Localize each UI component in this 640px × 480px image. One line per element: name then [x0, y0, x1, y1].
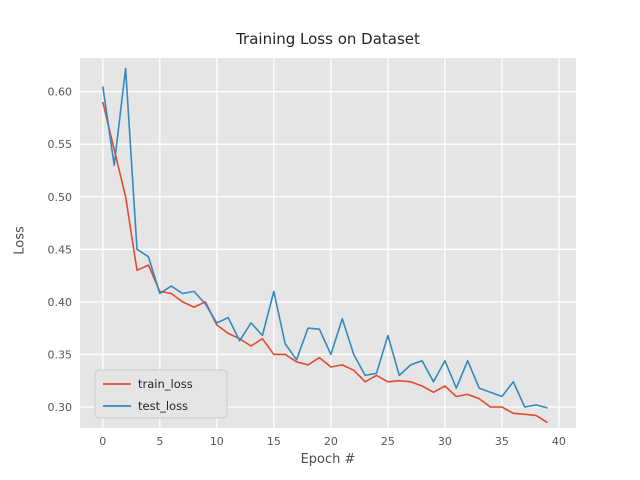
legend-test_loss-label: test_loss [138, 399, 188, 413]
x-tick-label: 5 [156, 435, 163, 448]
x-axis-label: Epoch # [300, 452, 356, 467]
plot-area [80, 58, 576, 428]
x-tick-label: 20 [324, 435, 338, 448]
y-tick-label: 0.60 [48, 86, 73, 99]
x-tick-label: 25 [381, 435, 395, 448]
x-tick-label: 0 [99, 435, 106, 448]
x-tick-label: 40 [552, 435, 566, 448]
x-tick-label: 10 [210, 435, 224, 448]
legend-train_loss-label: train_loss [138, 377, 193, 391]
y-tick-label: 0.55 [48, 138, 73, 151]
x-tick-label: 30 [438, 435, 452, 448]
test_loss-line [102, 67, 548, 409]
y-tick-label: 0.45 [48, 243, 73, 256]
x-tick-label: 35 [495, 435, 509, 448]
y-tick-label: 0.40 [48, 296, 73, 309]
y-tick-label: 0.35 [48, 348, 73, 361]
train_loss-line [102, 101, 548, 424]
y-axis-label: Loss [12, 226, 28, 255]
x-tick-label: 15 [267, 435, 281, 448]
y-tick-label: 0.50 [48, 191, 73, 204]
chart-title: Training Loss on Dataset [236, 30, 420, 48]
y-tick-label: 0.30 [48, 401, 73, 414]
